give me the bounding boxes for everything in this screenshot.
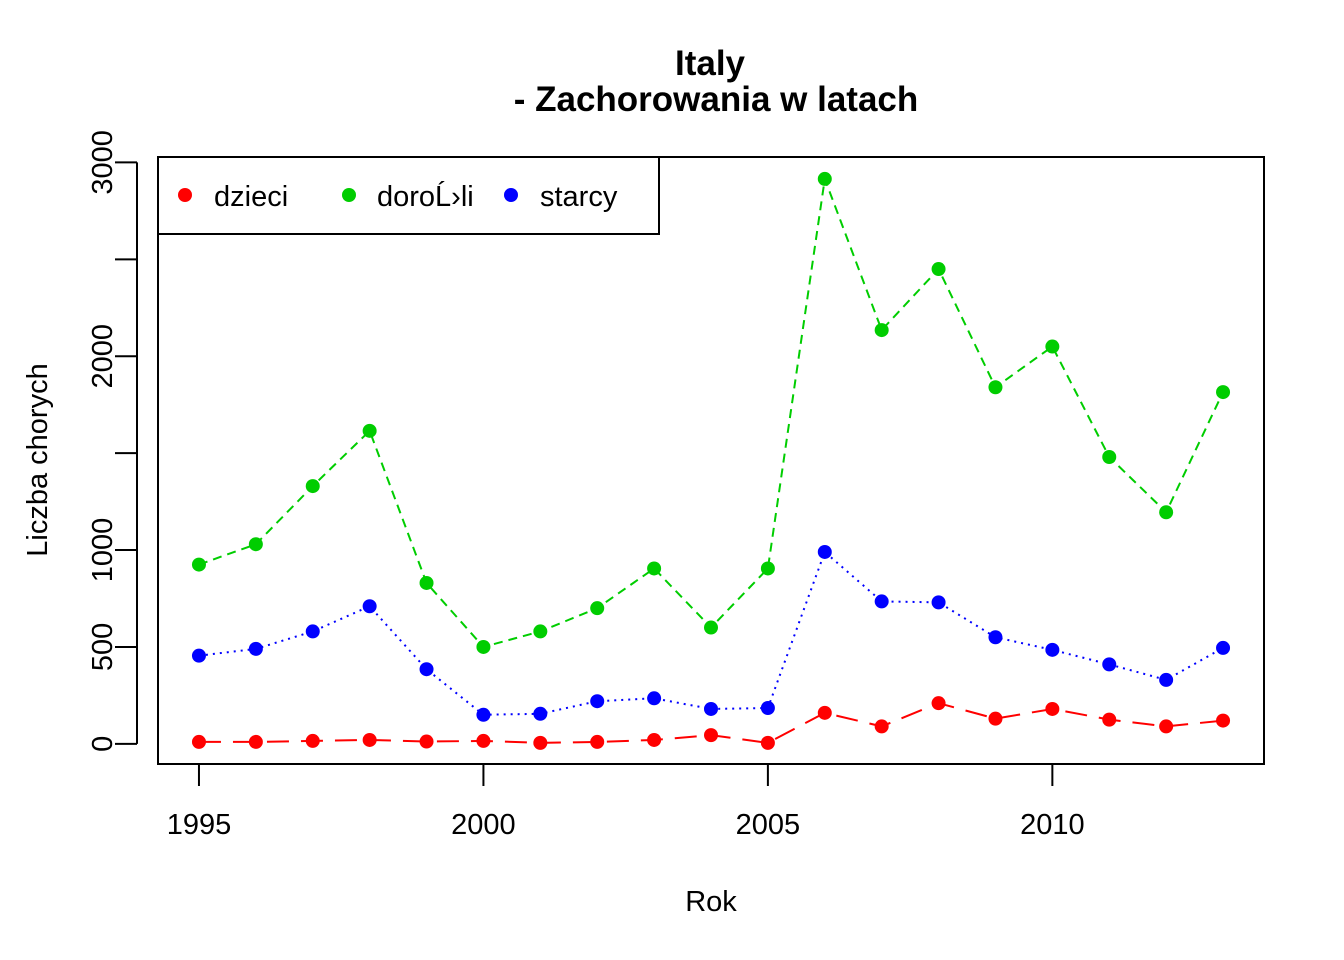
x-tick-label: 1995	[167, 809, 232, 841]
plot-area-frame	[157, 156, 1265, 765]
data-point	[704, 701, 718, 716]
y-tick-label: 2000	[87, 324, 119, 389]
data-point	[817, 544, 832, 559]
legend-box	[157, 156, 660, 235]
data-point	[590, 734, 605, 749]
data-point	[931, 595, 946, 610]
data-point	[760, 700, 775, 715]
legend-marker-starcy	[504, 188, 518, 202]
data-point	[1102, 657, 1117, 672]
data-point	[704, 620, 718, 635]
series-doroĹ›li	[191, 171, 1231, 654]
legend-label-dzieci: dzieci	[214, 181, 288, 213]
data-point	[760, 561, 775, 576]
data-point	[305, 733, 320, 748]
data-point	[931, 696, 946, 711]
data-point	[1159, 505, 1174, 520]
data-point	[362, 423, 377, 438]
data-point	[533, 735, 548, 750]
data-point	[817, 705, 832, 720]
x-tick-label: 2000	[451, 809, 516, 841]
data-point	[704, 728, 718, 743]
data-point	[248, 734, 263, 749]
data-point	[476, 707, 491, 722]
data-point	[419, 662, 434, 677]
data-point	[1216, 713, 1231, 728]
y-axis-label: Liczba chorych	[22, 363, 54, 556]
data-point	[1102, 712, 1117, 727]
y-tick-label: 3000	[87, 130, 119, 195]
data-point	[533, 624, 548, 639]
data-point	[1045, 339, 1060, 354]
data-point	[647, 732, 662, 747]
data-point	[931, 262, 946, 277]
data-point	[305, 479, 320, 494]
legend-marker-dzieci	[178, 188, 192, 202]
series-dzieci	[191, 696, 1231, 750]
data-point	[362, 732, 377, 747]
data-point	[362, 599, 377, 614]
data-point	[419, 734, 434, 749]
data-point	[305, 624, 320, 639]
data-point	[191, 648, 206, 663]
data-point	[760, 735, 775, 750]
legend: dzieci doroĹ›li starcy	[157, 156, 660, 235]
data-point	[1159, 672, 1174, 687]
x-axis: 1995 2000 2005 2010	[167, 763, 1085, 841]
data-point	[533, 706, 548, 721]
y-tick-label: 500	[87, 623, 119, 671]
data-point	[988, 711, 1003, 726]
data-point	[419, 575, 434, 590]
series-layer	[191, 171, 1231, 750]
x-axis-label: Rok	[685, 886, 737, 918]
data-point	[476, 639, 491, 654]
data-point	[988, 380, 1003, 395]
data-point	[476, 733, 491, 748]
data-point	[1102, 450, 1117, 465]
series-line	[198, 178, 1224, 649]
data-point	[874, 323, 889, 338]
legend-label-starcy: starcy	[540, 181, 618, 213]
data-point	[590, 694, 605, 709]
data-point	[1045, 642, 1060, 657]
y-tick-label: 0	[87, 736, 119, 752]
legend-label-dorosli: doroĹ›li	[377, 180, 474, 213]
x-tick-label: 2010	[1020, 809, 1085, 841]
data-point	[191, 734, 206, 749]
x-tick-label: 2005	[736, 809, 801, 841]
data-point	[248, 537, 263, 552]
chart-title-line-2: - Zachorowania w latach	[514, 80, 919, 119]
data-point	[1159, 719, 1174, 734]
data-point	[1216, 640, 1231, 655]
data-point	[988, 630, 1003, 645]
legend-marker-dorosli	[342, 188, 356, 202]
data-point	[191, 557, 206, 572]
chart-title-line-1: Italy	[675, 44, 746, 83]
y-tick-label: 1000	[87, 518, 119, 583]
data-point	[590, 601, 605, 616]
data-point	[874, 594, 889, 609]
data-point	[647, 691, 662, 706]
data-point	[817, 171, 832, 186]
data-point	[1216, 385, 1231, 400]
data-point	[1045, 701, 1060, 716]
data-point	[647, 561, 662, 576]
data-point	[248, 641, 263, 656]
y-axis: 0 500 1000 2000 3000	[87, 130, 138, 752]
data-point	[874, 719, 889, 734]
series-starcy	[191, 544, 1231, 722]
